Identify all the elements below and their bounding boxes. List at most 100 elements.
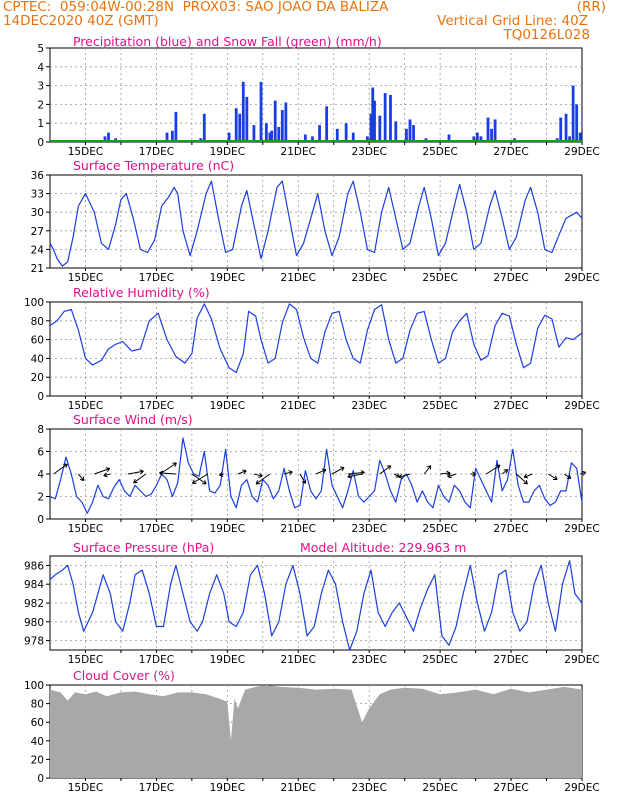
precip-bar xyxy=(490,128,493,142)
wind-vector-head xyxy=(301,479,307,484)
precip-xtick-label: 21DEC xyxy=(281,146,316,158)
precip-bar xyxy=(412,125,415,142)
precip-bar xyxy=(447,134,451,142)
rh-xtick-label: 29DEC xyxy=(564,400,599,412)
temp-xtick-label: 17DEC xyxy=(139,272,174,284)
temp-xtick-label: 19DEC xyxy=(210,272,245,284)
wind-xtick-label: 21DEC xyxy=(281,523,316,535)
pres-ytick-label: 982 xyxy=(24,598,44,610)
wind-vector-head xyxy=(566,474,572,479)
precip-bar xyxy=(486,117,490,142)
wind-vector-head xyxy=(340,466,345,472)
precip-ytick-label: 5 xyxy=(37,43,44,55)
temp-ytick-label: 21 xyxy=(31,263,44,275)
rh-xtick-label: 27DEC xyxy=(493,400,528,412)
wind-ytick-label: 4 xyxy=(37,469,44,481)
wind-xtick-label: 27DEC xyxy=(493,523,528,535)
temp-ytick-label: 27 xyxy=(31,226,44,238)
wind-vector xyxy=(299,473,306,484)
precip-bar xyxy=(378,115,382,142)
wind-vector xyxy=(423,465,432,475)
wind-vector-head xyxy=(202,480,207,485)
wind-ytick-label: 0 xyxy=(37,514,44,526)
rh-xtick-label: 15DEC xyxy=(68,400,103,412)
precip-xtick-label: 25DEC xyxy=(422,146,457,158)
pres-xtick-label: 25DEC xyxy=(422,654,457,666)
wind-vector xyxy=(440,472,451,475)
wind-vector-head xyxy=(523,473,529,479)
wind-vector-head xyxy=(553,475,558,481)
precip-bar xyxy=(344,123,348,142)
wind-vector-head xyxy=(255,480,261,485)
wind-vector xyxy=(315,469,327,475)
precip-bar xyxy=(280,110,284,142)
temp-xtick-label: 29DEC xyxy=(564,272,599,284)
wind-vector xyxy=(283,471,293,475)
wind-vector xyxy=(393,473,400,478)
wind-vector xyxy=(485,464,501,475)
header-model-code: TQ0126L028 xyxy=(503,27,590,43)
rh-ytick-label: 20 xyxy=(31,372,44,384)
cloud-xtick-label: 17DEC xyxy=(139,782,174,794)
temp-xtick-label: 21DEC xyxy=(281,272,316,284)
precip-bar xyxy=(202,113,206,142)
precip-bar xyxy=(238,113,242,142)
rh-ytick-label: 40 xyxy=(31,353,44,365)
wind-vector xyxy=(379,465,392,475)
precip-bar xyxy=(103,136,107,142)
wind-vector xyxy=(127,470,144,475)
wind-vector-head xyxy=(63,463,68,468)
wind-xtick-label: 29DEC xyxy=(564,523,599,535)
wind-vector xyxy=(447,473,457,478)
cloud-cover-area xyxy=(50,685,582,778)
wind-vector-head xyxy=(523,479,528,485)
temp-ytick-label: 33 xyxy=(31,189,44,201)
wind-vector xyxy=(523,473,533,478)
precip-bar xyxy=(270,130,274,142)
pres-xtick-label: 23DEC xyxy=(351,654,386,666)
wind-vector-head xyxy=(495,464,501,470)
wind-vector xyxy=(563,473,572,479)
temp-ytick-label: 24 xyxy=(31,244,45,256)
rh-ytick-label: 60 xyxy=(31,335,44,347)
precip-bar xyxy=(277,126,281,142)
precip-xtick-label: 29DEC xyxy=(564,146,599,158)
wind-vector-head xyxy=(398,473,403,479)
precip-bar xyxy=(472,136,476,142)
wind-vector xyxy=(237,470,247,475)
header-grid-line: Vertical Grid Line: 40Z xyxy=(437,13,588,29)
header-run-time: 14DEC2020 40Z (GMT) xyxy=(3,13,159,29)
precip-bar xyxy=(564,113,568,142)
wind-vector-head xyxy=(105,467,111,472)
precip-ytick-label: 1 xyxy=(37,118,44,130)
wind-vector xyxy=(398,473,411,478)
pres-ytick-label: 984 xyxy=(24,579,44,591)
pres-xtick-label: 17DEC xyxy=(139,654,174,666)
precip-bar xyxy=(479,136,483,142)
cloud-xtick-label: 27DEC xyxy=(493,782,528,794)
wind-vector-head xyxy=(219,471,224,477)
wind-vector xyxy=(159,462,177,475)
precip-ytick-label: 3 xyxy=(37,81,44,93)
precip-bar xyxy=(252,125,256,142)
precip-bar xyxy=(373,100,376,142)
wind-vector-head xyxy=(447,473,452,479)
precip-bar xyxy=(351,132,355,142)
wind-vector xyxy=(159,472,176,475)
rh-xtick-label: 21DEC xyxy=(281,400,316,412)
wind-xtick-label: 23DEC xyxy=(351,523,386,535)
precip-ytick-label: 2 xyxy=(37,99,44,111)
cloud-ytick-label: 80 xyxy=(31,699,44,711)
precip-bar xyxy=(170,130,174,142)
wind-vector-head xyxy=(581,470,587,476)
precip-bar xyxy=(475,132,479,142)
rh-xtick-label: 25DEC xyxy=(422,400,457,412)
precip-bar xyxy=(311,136,314,142)
pres-xtick-label: 19DEC xyxy=(210,654,245,666)
wind-vector xyxy=(347,471,365,475)
precip-bar xyxy=(264,123,268,142)
wind-vector-head xyxy=(446,470,451,476)
precip-frame xyxy=(49,47,583,143)
precip-bar xyxy=(335,128,339,142)
